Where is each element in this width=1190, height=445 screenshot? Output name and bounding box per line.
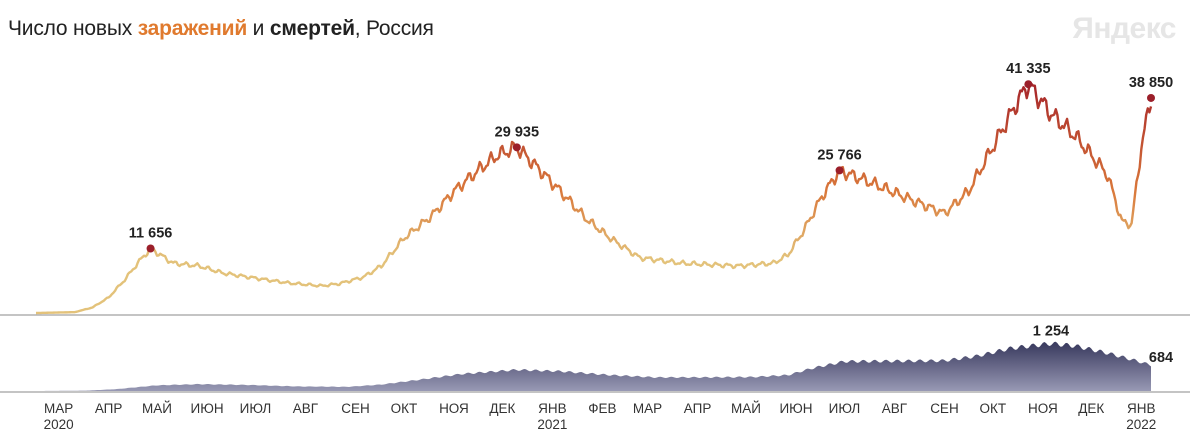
deaths-area-layer <box>36 341 1151 391</box>
infections-peak-label: 29 935 <box>495 124 539 140</box>
x-tick-label: МАЙ <box>142 401 172 416</box>
x-tick-label: ИЮН <box>779 401 812 416</box>
x-tick-year: 2022 <box>1126 417 1156 432</box>
infections-peak-marker <box>512 143 521 152</box>
x-tick-label: МАР <box>44 401 73 416</box>
yandex-logo: Яндекс <box>1072 12 1176 45</box>
x-tick-label: МАР <box>633 401 662 416</box>
x-tick-label: ДЕК <box>489 401 515 416</box>
x-tick-label: НОЯ <box>439 401 469 416</box>
infections-peak-label: 11 656 <box>129 225 173 241</box>
deaths-area <box>36 341 1151 391</box>
x-tick-label: АВГ <box>293 401 319 416</box>
infections-line <box>35 81 1153 315</box>
x-tick-label: СЕН <box>930 401 959 416</box>
infections-peak-marker <box>1024 80 1033 89</box>
x-tick-label: МАЙ <box>731 401 761 416</box>
infections-peak-label: 25 766 <box>817 147 861 163</box>
x-tick-label: ИЮН <box>190 401 223 416</box>
x-tick-label: АПР <box>684 401 712 416</box>
x-tick-label: НОЯ <box>1028 401 1058 416</box>
infections-peak-marker <box>1147 93 1155 102</box>
chart-title: Число новых заражений и смертей, Россия <box>8 17 434 41</box>
x-tick-label: ОКТ <box>391 401 418 416</box>
deaths-peak-label: 684 <box>1149 350 1173 366</box>
x-tick-label: ДЕК <box>1078 401 1104 416</box>
x-tick-year: 2020 <box>44 417 74 432</box>
title-part-3: , Россия <box>354 17 434 40</box>
title-part-1: Число новых <box>8 17 138 40</box>
x-tick-label: ИЮЛ <box>829 401 861 416</box>
x-tick-label: АВГ <box>882 401 908 416</box>
deaths-peak-label: 1 254 <box>1033 324 1069 340</box>
x-tick-label: ИЮЛ <box>240 401 272 416</box>
x-tick-label: ФЕВ <box>588 401 616 416</box>
x-tick-label: АПР <box>95 401 123 416</box>
infections-line-layer <box>35 81 1153 315</box>
x-tick-label: СЕН <box>341 401 370 416</box>
x-tick-year: 2021 <box>537 417 567 432</box>
infections-peak-marker <box>146 244 155 253</box>
title-deaths: смертей <box>269 17 355 40</box>
title-infections: заражений <box>137 17 248 40</box>
infections-peak-marker <box>835 166 844 175</box>
x-tick-label: ЯНВ <box>1127 401 1156 416</box>
title-part-2: и <box>247 17 270 40</box>
annotations-layer: 11 656 29 935 25 766 41 335 38 850 1 254 684 <box>129 61 1173 366</box>
infections-peak-label: 38 850 <box>1129 75 1173 91</box>
x-tick-label: ЯНВ <box>538 401 567 416</box>
infections-peak-label: 41 335 <box>1006 61 1050 77</box>
x-tick-label: ОКТ <box>980 401 1007 416</box>
